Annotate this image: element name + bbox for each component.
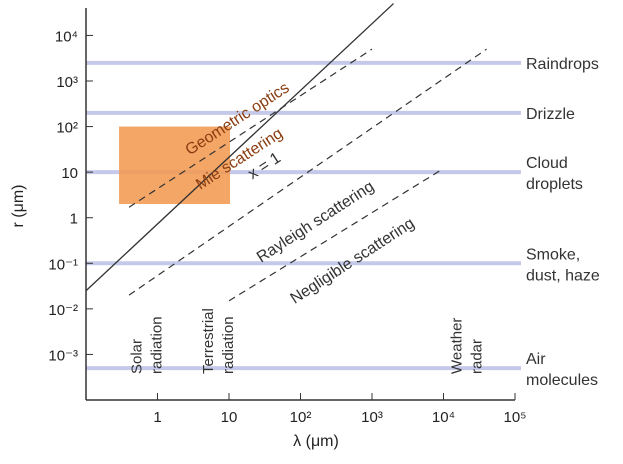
x-tick-label-3: 10³ xyxy=(361,409,383,426)
category-label-line: Smoke, xyxy=(526,246,580,263)
band-label-line: radiation xyxy=(149,316,166,374)
category-labels-group: Raindrops Drizzle Cloud droplets Smoke, dust,… xyxy=(526,56,600,389)
category-label-3: Smoke, dust, haze xyxy=(526,246,600,284)
x-tick-label-0: 1 xyxy=(153,409,161,426)
band-label-line: Solar xyxy=(129,339,146,374)
category-label-2: Cloud droplets xyxy=(526,155,583,193)
y-tick-label-1: 10⁻² xyxy=(48,302,78,319)
y-axis-title: r (μm) xyxy=(10,185,27,228)
x-tick-label-4: 10⁴ xyxy=(432,409,455,426)
y-tick-label-4: 10 xyxy=(61,165,78,182)
ticks-group: 1 10 10² 10³ 10⁴ 10⁵ 10⁻³ 10⁻² 10⁻¹ 1 10 10² 10³ 10⁴ xyxy=(48,28,526,426)
band-label-0: Solar radiation xyxy=(129,316,166,374)
category-label-line: Air xyxy=(526,351,546,368)
y-tick-label-7: 10⁴ xyxy=(55,28,78,45)
x-tick-label-2: 10² xyxy=(290,409,312,426)
category-label-1: Drizzle xyxy=(526,106,575,123)
category-label-0: Raindrops xyxy=(526,56,599,73)
regime-line-0 xyxy=(85,3,394,292)
data-lines-group xyxy=(85,3,487,302)
highlight-box xyxy=(119,126,230,204)
band-label-2: Weather radar xyxy=(449,318,486,374)
x-tick-label-5: 10⁵ xyxy=(504,409,527,426)
regime-line-3 xyxy=(228,168,444,302)
y-tick-label-6: 10³ xyxy=(56,74,78,91)
band-label-1: Terrestrial radiation xyxy=(200,308,237,374)
y-tick-label-0: 10⁻³ xyxy=(48,347,78,364)
category-label-line: Cloud xyxy=(526,155,568,172)
regime-line-1 xyxy=(128,48,373,208)
y-tick-label-2: 10⁻¹ xyxy=(48,256,78,273)
category-label-4: Air molecules xyxy=(526,351,598,389)
category-label-line: Raindrops xyxy=(526,56,599,73)
regime-line-2 xyxy=(128,48,487,296)
region-label-0: Geometric optics xyxy=(183,79,293,159)
band-label-line: radiation xyxy=(220,316,237,374)
category-label-line: droplets xyxy=(526,176,583,193)
category-label-line: Drizzle xyxy=(526,106,575,123)
band-label-line: Terrestrial xyxy=(200,308,217,374)
category-label-line: dust, haze xyxy=(526,267,600,284)
y-tick-label-5: 10² xyxy=(56,120,78,137)
band-labels-group: Solar radiation Terrestrial radiation Weathe… xyxy=(129,308,486,374)
highlight-box-group xyxy=(119,126,230,204)
category-label-line: molecules xyxy=(526,372,598,389)
band-label-line: radar xyxy=(469,339,486,374)
x-tick-label-1: 10 xyxy=(221,409,238,426)
x-axis-title: λ (μm) xyxy=(293,433,339,450)
y-tick-label-3: 1 xyxy=(70,211,78,228)
band-label-line: Weather xyxy=(449,318,466,374)
